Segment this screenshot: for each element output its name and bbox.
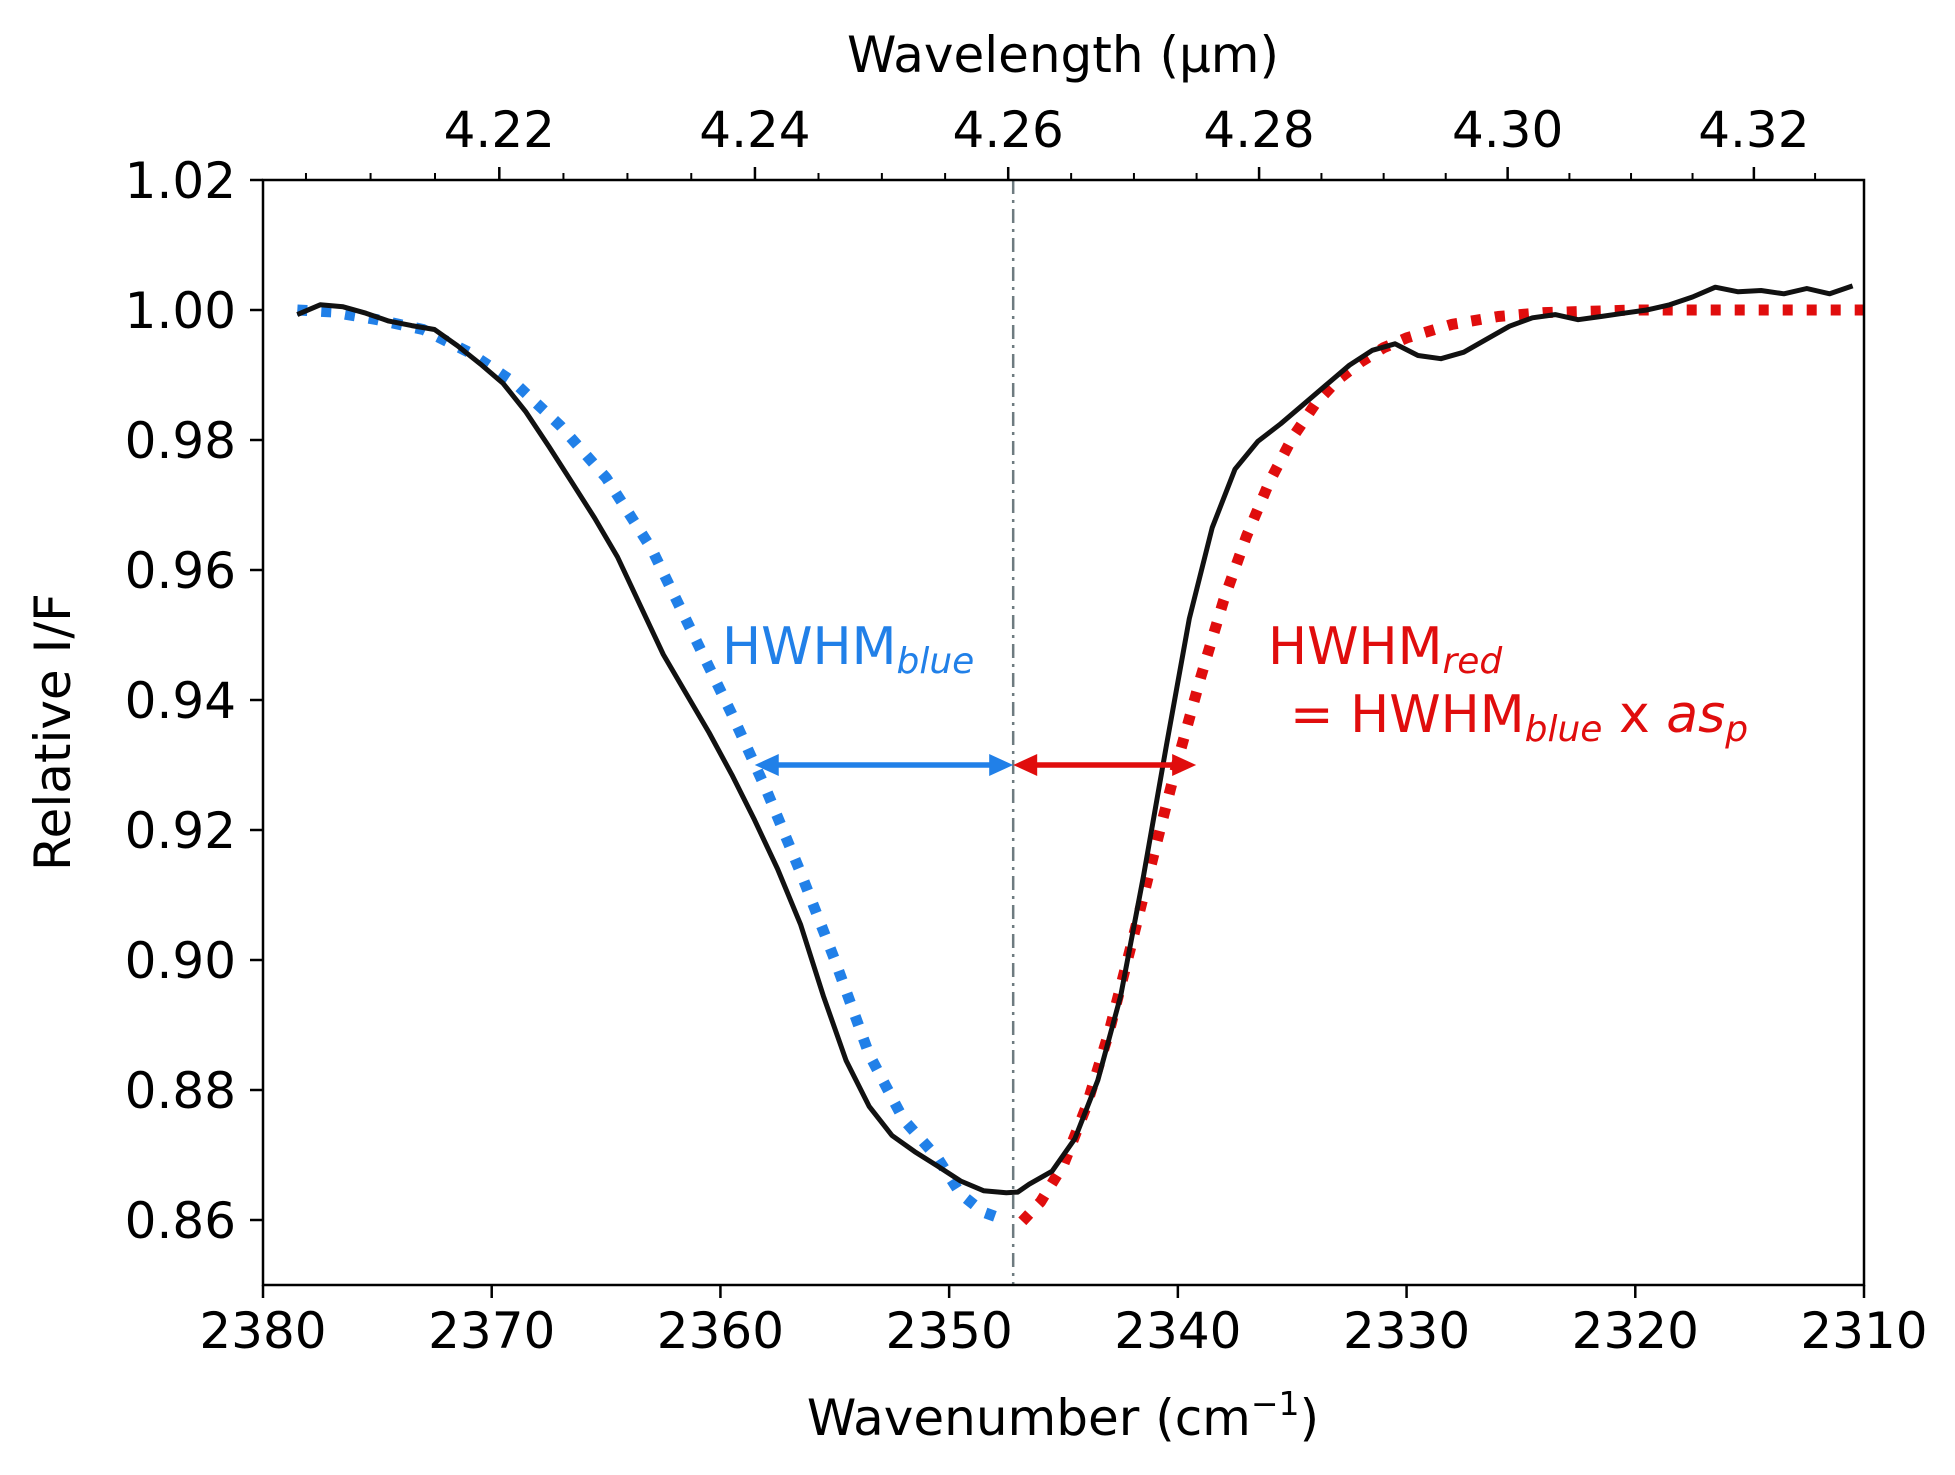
x-tick-label: 2340	[1114, 1302, 1241, 1360]
plot-frame	[261, 178, 1866, 1287]
y-tick-label: 1.02	[125, 152, 236, 210]
x-axis-label: Wavenumber (cm−1)	[807, 1384, 1319, 1447]
hwhm-blue-sub: blue	[896, 641, 974, 682]
x-tick-label: 2320	[1572, 1302, 1699, 1360]
top-tick-label: 4.30	[1452, 101, 1563, 159]
x-tick-label: 2370	[428, 1302, 555, 1360]
top-tick-label: 4.28	[1203, 101, 1314, 159]
top-tick-label: 4.32	[1698, 101, 1809, 159]
y-tick-label: 0.94	[125, 672, 236, 730]
hwhm-red-sub: red	[1442, 641, 1503, 682]
y-tick-label: 1.00	[125, 282, 236, 340]
x-axis-label-sup: −1	[1251, 1384, 1300, 1423]
hwhm-arrows	[754, 754, 1197, 776]
eq-as: as	[1666, 685, 1725, 745]
x-axis-label-close: )	[1300, 1389, 1320, 1447]
hwhm-red-arrowhead-left	[1013, 754, 1038, 776]
hwhm-blue-main: HWHM	[722, 617, 896, 677]
y-axis-ticks: 0.86 0.88 0.90 0.92 0.94 0.96 0.98 1.00 1.02	[125, 152, 263, 1250]
y-tick-label: 0.96	[125, 542, 236, 600]
y-axis-label: Relative I/F	[24, 593, 82, 871]
top-axis-label: Wavelength (μm)	[847, 26, 1279, 84]
eq-sub-blue: blue	[1525, 709, 1603, 750]
y-tick-label: 0.86	[125, 1192, 236, 1250]
y-tick-label: 0.92	[125, 802, 236, 860]
x-axis-ticks: 2380 2370 2360 2350 2340 2330 2320 2310	[199, 1285, 1928, 1360]
hwhm-red-main: HWHM	[1268, 617, 1442, 677]
y-tick-label: 0.98	[125, 412, 236, 470]
eq-times: x	[1602, 685, 1666, 745]
x-tick-label: 2330	[1343, 1302, 1470, 1360]
top-tick-label: 4.26	[953, 101, 1064, 159]
eq-sub-p: p	[1724, 709, 1748, 750]
top-axis-ticks: 4.22 4.24 4.26 4.28 4.30 4.32	[304, 101, 1817, 180]
x-tick-label: 2380	[199, 1302, 326, 1360]
hwhm-blue-label: HWHMblue	[722, 617, 974, 682]
hwhm-red-arrowhead-right	[1172, 754, 1197, 776]
top-tick-label: 4.22	[444, 101, 555, 159]
hwhm-blue-arrowhead-right	[989, 754, 1014, 776]
eq-prefix: = HWHM	[1290, 685, 1525, 745]
y-tick-label: 0.90	[125, 932, 236, 990]
x-axis-label-text: Wavenumber (cm	[807, 1389, 1251, 1447]
series-layer	[296, 283, 1864, 1226]
y-tick-label: 0.88	[125, 1062, 236, 1120]
hwhm-red-label: HWHMred	[1268, 617, 1503, 682]
top-tick-label: 4.24	[699, 101, 810, 159]
x-tick-label: 2350	[886, 1302, 1013, 1360]
hwhm-blue-arrowhead-left	[754, 754, 779, 776]
x-tick-label: 2360	[657, 1302, 784, 1360]
x-tick-label: 2310	[1800, 1302, 1927, 1360]
series-observed	[296, 283, 1854, 1196]
hwhm-red-equation: = HWHMblue x asp	[1290, 685, 1748, 750]
series-red-fit	[1018, 304, 1864, 1226]
